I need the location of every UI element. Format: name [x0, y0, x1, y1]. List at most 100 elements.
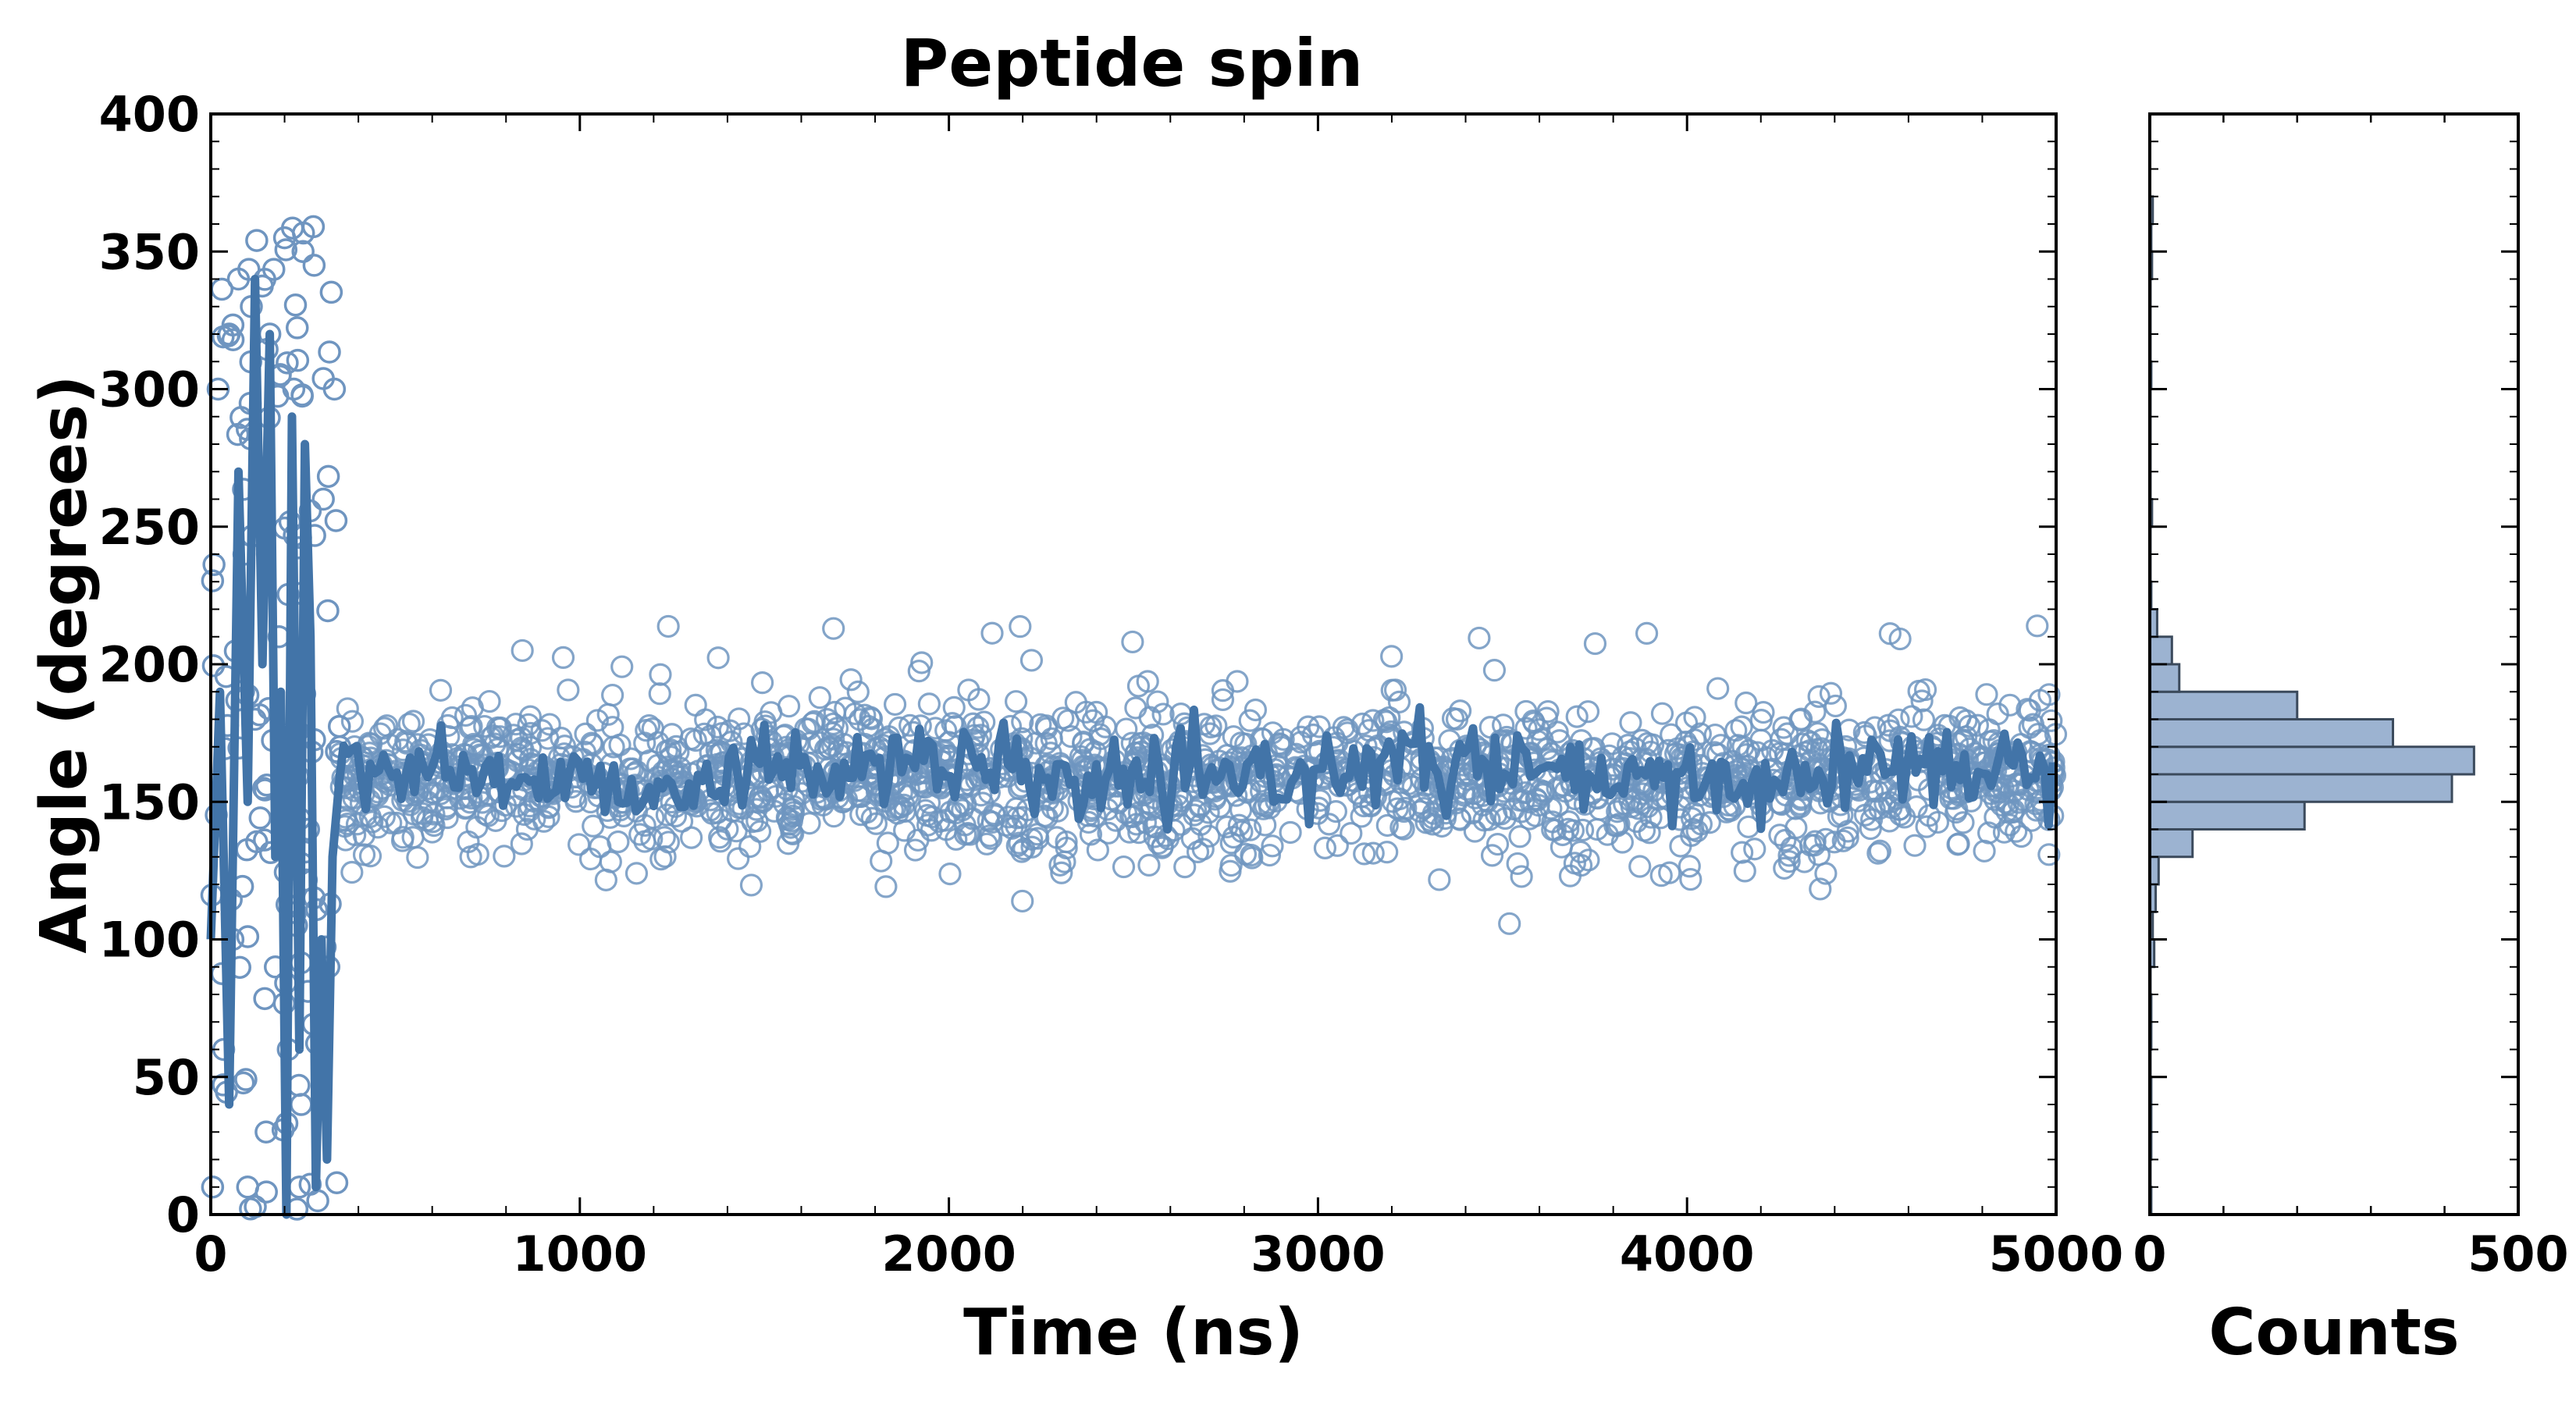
scatter-point — [1735, 691, 1758, 715]
scatter-point — [1375, 813, 1399, 838]
scatter-point — [944, 715, 967, 738]
scatter-point — [607, 830, 630, 854]
scatter-point — [476, 804, 500, 827]
y-tick-label: 150 — [99, 774, 200, 831]
scatter-point — [801, 711, 824, 735]
scatter-point — [938, 863, 962, 886]
scatter-point — [385, 811, 408, 835]
scatter-point — [1620, 795, 1643, 819]
scatter-point — [245, 229, 269, 252]
scatter-point — [1558, 864, 1582, 887]
scatter-point — [738, 834, 762, 859]
scatter-point — [244, 1195, 267, 1218]
scatter-point — [1124, 696, 1147, 720]
y-tick-label: 400 — [99, 86, 200, 143]
scatter-point — [708, 826, 731, 849]
scatter-point — [1860, 808, 1884, 831]
main-plot-ticks — [209, 112, 2058, 1216]
scatter-point — [1973, 839, 1996, 863]
scatter-point — [510, 832, 533, 855]
x-axis-label: Time (ns) — [963, 1296, 1304, 1370]
y-tick-label: 50 — [133, 1049, 200, 1106]
scatter-point — [478, 689, 501, 713]
scatter-point — [834, 696, 857, 720]
scatter-point — [1807, 843, 1831, 866]
scatter-point — [727, 847, 750, 870]
scatter-point — [1506, 852, 1529, 876]
scatter-point — [980, 621, 1004, 645]
scatter-point — [1737, 815, 1760, 838]
scatter-point — [1112, 855, 1136, 879]
scatter-point — [655, 803, 678, 827]
scatter-point — [340, 710, 365, 733]
scatter-point — [1577, 848, 1600, 872]
scatter-point — [482, 724, 505, 748]
scatter-point — [1353, 842, 1376, 866]
scatter-point — [1219, 853, 1243, 877]
scatter-point — [1492, 713, 1515, 737]
scatter-point — [287, 1073, 311, 1097]
scatter-point — [779, 816, 802, 839]
scatter-point — [1649, 864, 1673, 887]
scatter-point — [422, 802, 446, 826]
scatter-point — [1628, 855, 1652, 878]
scatter-point — [324, 509, 348, 532]
scatter-point — [1445, 707, 1469, 731]
scatter-point — [1780, 836, 1803, 859]
scatter-point — [601, 683, 624, 707]
scatter-point — [1743, 838, 1767, 861]
scatter-point — [465, 816, 489, 839]
scatter-point — [997, 806, 1020, 829]
scatter-point — [773, 792, 796, 816]
scatter-point — [316, 599, 340, 623]
scatter-point — [276, 351, 299, 375]
scatter-point — [888, 795, 912, 820]
x-tick-label: 0 — [194, 1225, 227, 1282]
scatter-point — [1258, 843, 1282, 867]
y-tick-label: 350 — [99, 223, 200, 280]
x-tick-label: 1000 — [513, 1225, 648, 1282]
scatter-point — [1189, 813, 1212, 836]
scatter-point — [1576, 700, 1600, 724]
scatter-point — [361, 810, 384, 834]
histogram-bar — [2148, 690, 2299, 720]
scatter-point — [290, 1093, 313, 1116]
scatter-point — [406, 845, 429, 870]
scatter-point — [1635, 621, 1659, 646]
scatter-point — [1173, 855, 1197, 879]
scatter-point — [1524, 804, 1547, 827]
scatter-point — [1079, 823, 1103, 846]
scatter-point — [1325, 834, 1349, 857]
scatter-point — [1055, 831, 1078, 854]
histogram-x-axis-label: Counts — [2208, 1296, 2459, 1370]
scatter-point — [1853, 803, 1877, 827]
histogram-bar — [2148, 773, 2453, 803]
scatter-point — [1831, 829, 1855, 852]
scatter-point — [551, 646, 575, 669]
scatter-point — [732, 722, 756, 745]
scatter-point — [316, 464, 340, 489]
scatter-point — [1233, 842, 1258, 866]
scatter-point — [1913, 678, 1937, 702]
histogram-bar — [2148, 828, 2194, 859]
scatter-point — [594, 868, 617, 891]
scatter-point — [649, 663, 672, 686]
scatter-point — [1873, 791, 1897, 815]
scatter-point — [817, 735, 840, 759]
scatter-point — [336, 697, 359, 720]
scatter-point — [504, 713, 528, 736]
scatter-point — [302, 254, 326, 277]
scatter-point — [1910, 689, 1934, 713]
scatter-point — [1011, 710, 1034, 734]
scatter-point — [1340, 822, 1363, 845]
scatter-point — [883, 692, 907, 717]
scatter-point — [1836, 826, 1859, 849]
scatter-point — [1877, 809, 1902, 833]
scatter-point — [319, 280, 343, 304]
scatter-point — [1606, 800, 1629, 823]
scatter-point — [1361, 841, 1385, 865]
scatter-point — [1008, 831, 1031, 855]
scatter-point — [1768, 823, 1791, 847]
scatter-point — [870, 849, 893, 873]
scatter-point — [1807, 685, 1831, 708]
